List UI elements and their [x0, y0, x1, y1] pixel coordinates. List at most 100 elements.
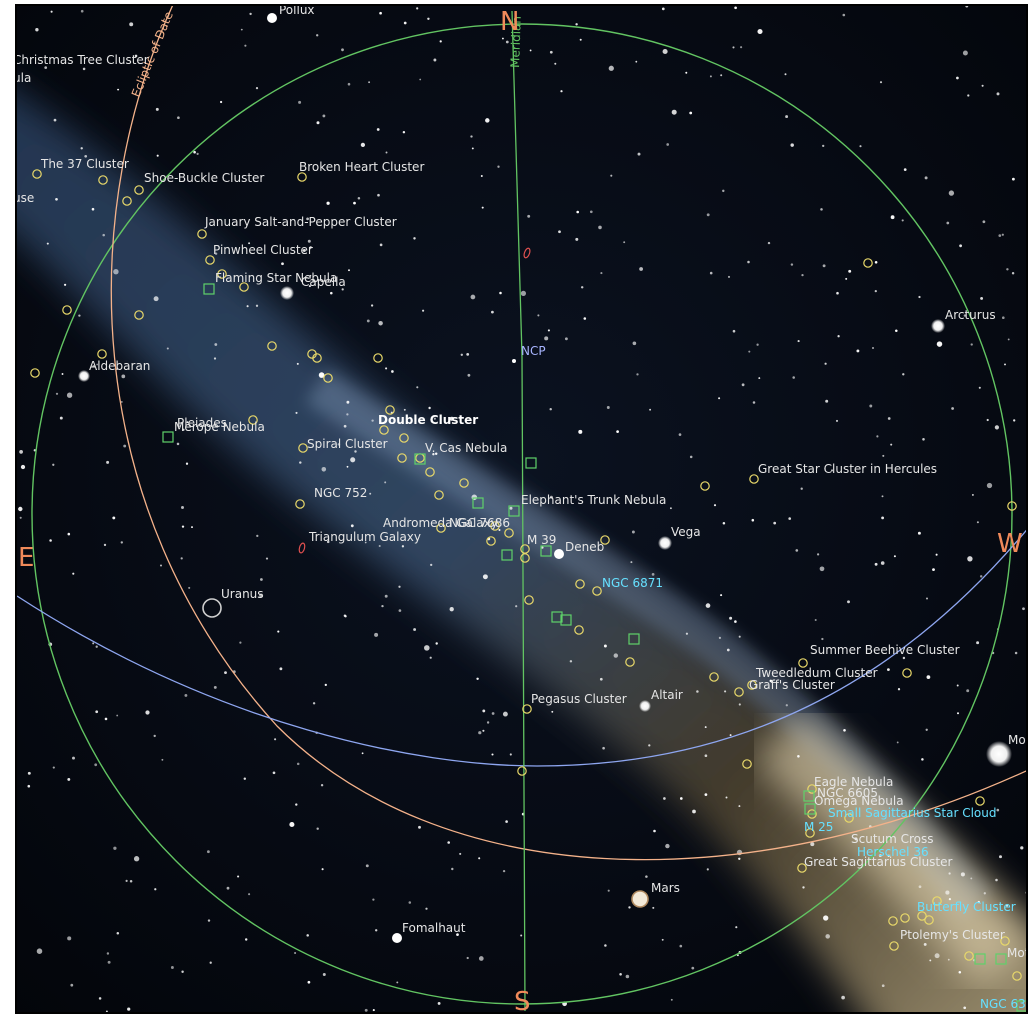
cluster-marker-icon[interactable]	[1007, 501, 1017, 511]
cluster-marker-icon[interactable]	[267, 341, 277, 351]
cluster-marker-icon[interactable]	[436, 523, 446, 533]
cluster-marker-icon[interactable]	[504, 528, 514, 538]
cluster-marker-icon[interactable]	[517, 766, 527, 776]
cluster-marker-icon[interactable]	[197, 229, 207, 239]
faint-star	[722, 522, 726, 525]
nebula-marker-icon[interactable]	[804, 803, 816, 815]
cluster-marker-icon[interactable]	[298, 443, 308, 453]
cluster-marker-icon[interactable]	[373, 353, 383, 363]
cluster-marker-icon[interactable]	[134, 310, 144, 320]
nebula-marker-icon[interactable]	[540, 545, 552, 557]
nebula-marker-icon[interactable]	[203, 283, 215, 295]
cluster-marker-icon[interactable]	[399, 433, 409, 443]
cluster-marker-icon[interactable]	[122, 196, 132, 206]
star-fomalhaut[interactable]	[392, 933, 402, 943]
nebula-marker-icon[interactable]	[501, 549, 513, 561]
cluster-marker-icon[interactable]	[239, 282, 249, 292]
cluster-marker-icon[interactable]	[734, 687, 744, 697]
galaxy-marker-icon[interactable]	[523, 247, 531, 259]
cluster-marker-icon[interactable]	[490, 521, 500, 531]
cluster-marker-icon[interactable]	[924, 915, 934, 925]
cluster-marker-icon[interactable]	[805, 828, 815, 838]
cluster-marker-icon[interactable]	[205, 255, 215, 265]
cluster-marker-icon[interactable]	[385, 405, 395, 415]
star-deneb[interactable]	[554, 549, 564, 559]
cluster-marker-icon[interactable]	[600, 535, 610, 545]
cluster-marker-icon[interactable]	[742, 759, 752, 769]
cluster-marker-icon[interactable]	[297, 172, 307, 182]
faint-star	[549, 495, 553, 499]
nebula-marker-icon[interactable]	[508, 505, 520, 517]
cluster-marker-icon[interactable]	[575, 579, 585, 589]
cluster-marker-icon[interactable]	[217, 269, 227, 279]
cluster-marker-icon[interactable]	[425, 467, 435, 477]
nebula-marker-icon[interactable]	[162, 431, 174, 443]
cluster-marker-icon[interactable]	[379, 425, 389, 435]
cluster-marker-icon[interactable]	[295, 499, 305, 509]
faint-star	[256, 534, 259, 538]
star-vega[interactable]	[658, 536, 672, 550]
nebula-marker-icon[interactable]	[414, 453, 426, 465]
nebula-marker-icon[interactable]	[525, 457, 537, 469]
cluster-marker-icon[interactable]	[486, 536, 496, 546]
cluster-marker-icon[interactable]	[900, 913, 910, 923]
cluster-marker-icon[interactable]	[524, 595, 534, 605]
cluster-marker-icon[interactable]	[62, 305, 72, 315]
cluster-marker-icon[interactable]	[459, 478, 469, 488]
cluster-marker-icon[interactable]	[1012, 971, 1022, 981]
cluster-marker-icon[interactable]	[520, 553, 530, 563]
cluster-marker-icon[interactable]	[798, 658, 808, 668]
cluster-marker-icon[interactable]	[889, 941, 899, 951]
cluster-marker-icon[interactable]	[975, 796, 985, 806]
cluster-marker-icon[interactable]	[932, 896, 942, 906]
cluster-marker-icon[interactable]	[844, 813, 854, 823]
cluster-marker-icon[interactable]	[917, 911, 927, 921]
cluster-marker-icon[interactable]	[625, 657, 635, 667]
cluster-marker-icon[interactable]	[747, 680, 757, 690]
star-altair[interactable]	[639, 700, 651, 712]
nebula-marker-icon[interactable]	[560, 614, 572, 626]
cluster-marker-icon[interactable]	[323, 373, 333, 383]
nebula-marker-icon[interactable]	[995, 953, 1007, 965]
cluster-marker-icon[interactable]	[97, 349, 107, 359]
cluster-marker-icon[interactable]	[709, 672, 719, 682]
cluster-marker-icon[interactable]	[888, 916, 898, 926]
planet-disc-icon[interactable]	[631, 890, 649, 908]
galaxy-marker-icon[interactable]	[298, 542, 306, 554]
cluster-marker-icon[interactable]	[1000, 936, 1010, 946]
nebula-marker-icon[interactable]	[628, 633, 640, 645]
cluster-marker-icon[interactable]	[98, 175, 108, 185]
cluster-marker-icon[interactable]	[749, 474, 759, 484]
cluster-marker-icon[interactable]	[397, 453, 407, 463]
cluster-marker-icon[interactable]	[807, 784, 817, 794]
cluster-marker-icon[interactable]	[902, 668, 912, 678]
cluster-marker-icon[interactable]	[797, 863, 807, 873]
cluster-marker-icon[interactable]	[312, 353, 322, 363]
sky-chart[interactable]: Ecliptic of Date Meridian N S E W NCP Po…	[17, 6, 1028, 1014]
cluster-marker-icon[interactable]	[700, 481, 710, 491]
cluster-marker-icon[interactable]	[592, 586, 602, 596]
nebula-marker-icon[interactable]	[803, 790, 815, 802]
faint-star	[887, 854, 890, 857]
nebula-marker-icon[interactable]	[472, 497, 484, 509]
cluster-marker-icon[interactable]	[248, 415, 258, 425]
cluster-marker-icon[interactable]	[863, 258, 873, 268]
nebula-marker-icon[interactable]	[1016, 1000, 1027, 1012]
star-aldebaran[interactable]	[78, 370, 90, 382]
faint-star-field	[18, 6, 1026, 1012]
cluster-marker-icon[interactable]	[30, 368, 40, 378]
nebula-marker-icon[interactable]	[551, 611, 563, 623]
star-pollux[interactable]	[267, 13, 277, 23]
cluster-marker-icon[interactable]	[964, 951, 974, 961]
star-arcturus[interactable]	[931, 319, 945, 333]
planet-ring-icon[interactable]	[202, 598, 222, 618]
cluster-marker-icon[interactable]	[574, 625, 584, 635]
cluster-marker-icon[interactable]	[134, 185, 144, 195]
star-capella[interactable]	[280, 286, 294, 300]
cluster-marker-icon[interactable]	[434, 490, 444, 500]
cluster-marker-icon[interactable]	[32, 169, 42, 179]
nebula-marker-icon[interactable]	[974, 953, 986, 965]
moon-disc-icon[interactable]	[986, 741, 1012, 767]
faint-star	[113, 268, 119, 275]
cluster-marker-icon[interactable]	[522, 704, 532, 714]
